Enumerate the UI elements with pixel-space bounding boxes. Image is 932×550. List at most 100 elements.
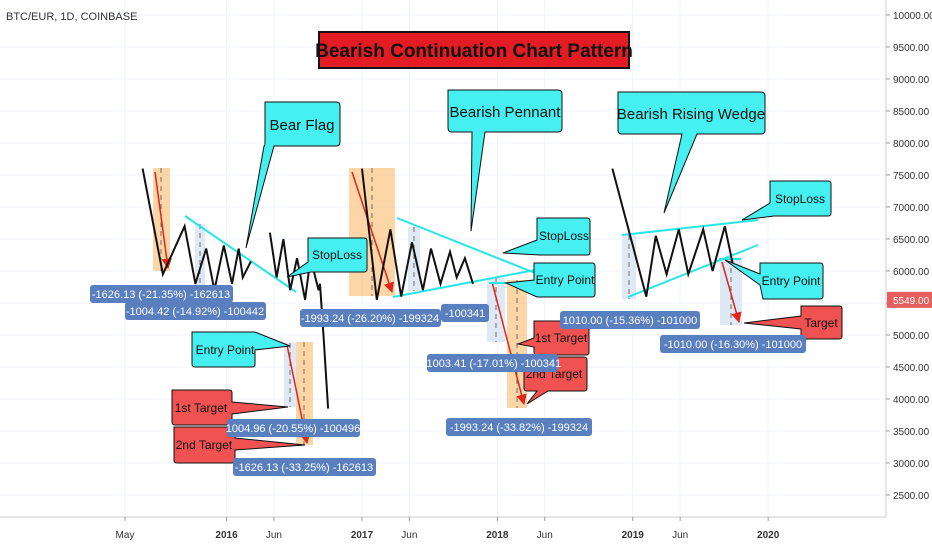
measure-badge: [660, 335, 806, 353]
arrow-line: [721, 261, 742, 324]
time-tick-label: Jun: [401, 530, 417, 541]
measure-text: -1003.41 (-17.01%) -100341: [423, 358, 561, 370]
time-tick-label: 2016: [215, 530, 238, 541]
callout-shape: [245, 101, 341, 249]
callout-shape: [724, 259, 824, 300]
chart-title: Bearish Continuation Chart Pattern: [315, 41, 633, 62]
price-tick-label: 8500.00: [893, 107, 930, 118]
callout-stoploss-1: StopLoss: [286, 237, 368, 278]
measure-badge: [300, 309, 441, 327]
banner-box: [318, 31, 630, 69]
callout-label: Bear Flag: [269, 117, 334, 134]
time-tick-label: Jun: [537, 530, 553, 541]
trend-line: [184, 215, 297, 293]
price-axis: 10000.00 9500.00 9000.00 8500.00 8000.00 7500…: [885, 0, 932, 517]
price-tick-label: 3500.00: [893, 427, 930, 438]
callout-entry-point-3: Entry Point: [724, 259, 824, 300]
measure-text: -1010.00 (-16.30%) -101000: [664, 339, 802, 351]
arrow-line: [351, 171, 394, 293]
measure-text: -1626.13 (-21.35%) -162613: [92, 289, 230, 301]
measure-text: -1004.42 (-14.92%) -100442: [126, 306, 264, 318]
callout-label: StopLoss: [539, 229, 589, 243]
callout-label: Bearish Pennant: [450, 104, 562, 121]
callout-label: StopLoss: [775, 192, 825, 206]
callout-bearish-rising-wedge: Bearish Rising Wedge: [617, 91, 766, 214]
trend-lines: [184, 215, 759, 298]
measure-badge: [560, 311, 700, 329]
trend-line: [627, 244, 759, 298]
price-line: [361, 168, 474, 300]
measure-badge: [90, 285, 233, 303]
price-tick-label: 9500.00: [893, 43, 930, 54]
price-tick-label: 9000.00: [893, 75, 930, 86]
price-tick-label: 3000.00: [893, 459, 930, 470]
callout-label: 2nd Target: [176, 438, 233, 452]
trend-line: [392, 269, 536, 298]
callout-label: Bearish Rising Wedge: [617, 106, 765, 123]
time-axis: May 2016 Jun 2017 Jun 2018 Jun 2019 Jun 2020: [0, 516, 886, 541]
measure-badge: [427, 354, 558, 372]
arrow-line: [491, 281, 527, 406]
callout-label: StopLoss: [312, 248, 362, 262]
price-tick-label: 10000.00: [893, 11, 932, 22]
chart-grid: [0, 0, 886, 517]
price-tick-label: 5000.00: [893, 331, 930, 342]
price-tick-label: 7500.00: [893, 171, 930, 182]
callout-shape: [191, 331, 291, 368]
price-tick-label: 8000.00: [893, 139, 930, 150]
callout-first-target-2: 1st Target: [516, 320, 590, 356]
callout-bear-flag: Bear Flag: [245, 101, 341, 249]
callout-shape: [504, 262, 596, 298]
measure-text: 1004.96 (-20.55%) -100496: [226, 423, 361, 435]
callout-entry-point-2: Entry Point: [504, 262, 596, 298]
callout-shape: [502, 217, 591, 256]
time-tick-label: Jun: [266, 530, 282, 541]
price-tick-label: 4500.00: [893, 363, 930, 374]
callout-first-target-1: 1st Target: [171, 389, 289, 426]
measure-text: 1010.00 (-15.36%) -101000: [563, 315, 698, 327]
measure-text: -100341: [445, 308, 485, 320]
measure-badge: [125, 302, 266, 320]
trend-line: [396, 217, 536, 274]
measure-badge: [446, 418, 592, 436]
current-price-badge: [887, 291, 932, 308]
current-price-label: 5549.00: [893, 296, 930, 307]
measure-text: -1993.24 (-26.20%) -199324: [301, 313, 439, 325]
time-tick-label: Jun: [672, 530, 688, 541]
callout-label: 1st Target: [535, 331, 588, 345]
price-line: [611, 168, 742, 297]
callout-bearish-pennant: Bearish Pennant: [447, 89, 563, 232]
measure-labels: -1626.13 (-21.35%) -162613 -1004.42 (-14…: [90, 285, 806, 476]
price-tick-label: 7000.00: [893, 203, 930, 214]
callout-label: Entry Point: [762, 274, 821, 288]
measure-badge: [441, 304, 489, 322]
time-tick-label: May: [116, 530, 135, 541]
callout-label: Target: [804, 316, 838, 330]
price-tick-label: 6000.00: [893, 267, 930, 278]
time-tick-label: 2017: [351, 530, 374, 541]
trend-line: [621, 219, 759, 236]
callout-shape: [447, 89, 563, 232]
title-banner: Bearish Continuation Chart Pattern: [315, 31, 633, 69]
callout-label: Entry Point: [196, 343, 255, 357]
price-tick-label: 6500.00: [893, 235, 930, 246]
callout-target: Target: [743, 305, 843, 340]
callout-label: 1st Target: [175, 401, 228, 415]
callout-shape: [617, 91, 766, 214]
measure-badge: [233, 458, 376, 476]
callout-stoploss-2: StopLoss: [502, 217, 591, 256]
callout-shape: [286, 237, 368, 278]
callout-label: Entry Point: [536, 273, 595, 287]
measure-badge: [227, 419, 360, 437]
callout-entry-point-1: Entry Point: [191, 331, 291, 368]
time-tick-label: 2019: [622, 530, 645, 541]
callout-shape: [741, 180, 832, 221]
price-line: [268, 232, 330, 409]
price-tick-label: 2500.00: [893, 491, 930, 502]
time-tick-label: 2020: [757, 530, 780, 541]
arrow-line: [154, 171, 172, 270]
measure-text: -1626.13 (-33.25%) -162613: [235, 462, 373, 474]
callout-stoploss-3: StopLoss: [741, 180, 832, 221]
measure-text: -1993.24 (-33.82%) -199324: [450, 422, 588, 434]
